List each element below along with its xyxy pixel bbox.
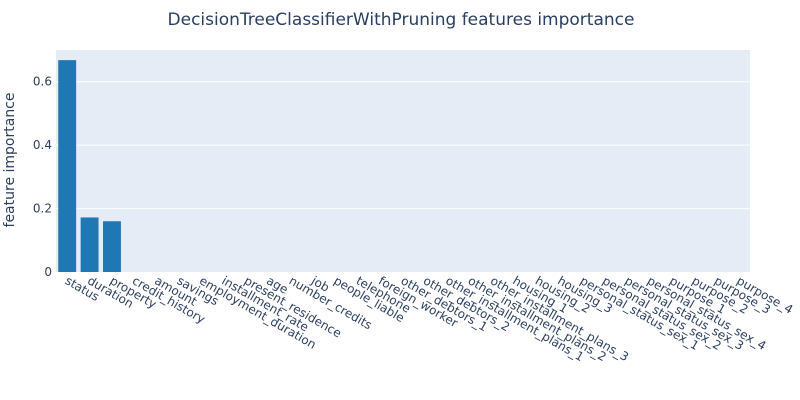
y-tick-label: 0.2 [33, 202, 52, 216]
bar-status [58, 60, 77, 272]
bar-duration [80, 217, 99, 272]
bars [58, 60, 121, 272]
y-tick-label: 0.6 [33, 75, 52, 89]
gridlines [56, 81, 750, 210]
chart-title: DecisionTreeClassifierWithPruning featur… [168, 10, 635, 30]
plot-background [56, 50, 750, 272]
y-tick-labels: 0 0.2 0.4 0.6 [33, 75, 52, 279]
bar-property [103, 221, 121, 272]
y-axis-title: feature importance [2, 93, 18, 228]
y-tick-label: 0.4 [33, 138, 52, 152]
x-tick-labels: statusdurationpropertycredit_historyamou… [63, 273, 796, 364]
y-tick-label: 0 [44, 265, 52, 279]
